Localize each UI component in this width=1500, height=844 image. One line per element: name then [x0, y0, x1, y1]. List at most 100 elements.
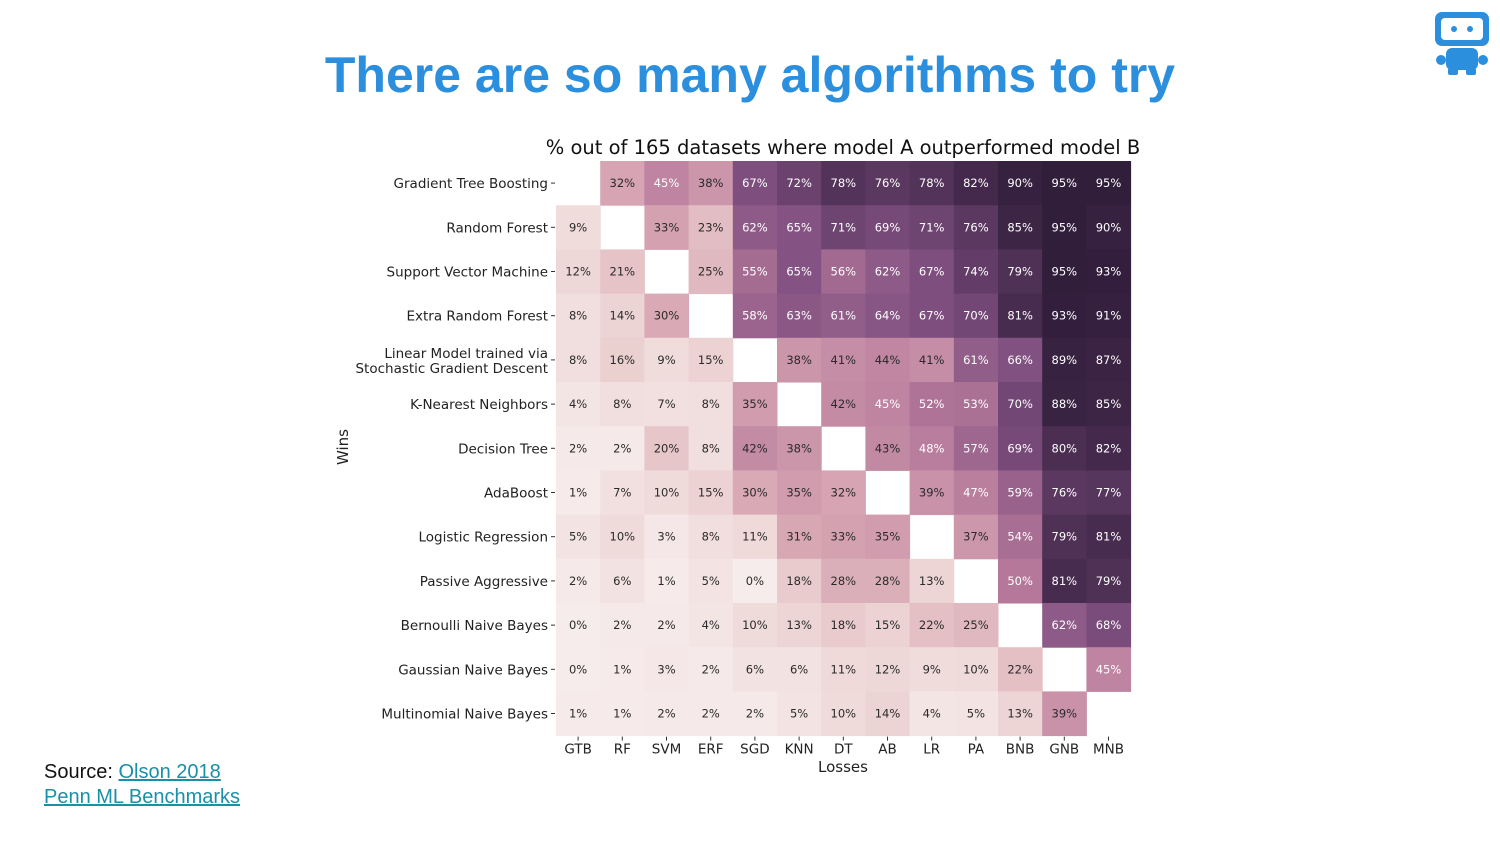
- heatmap-cell: [1042, 382, 1087, 427]
- row-label: Bernoulli Naive Bayes: [401, 618, 548, 634]
- cell-value-label: 41%: [831, 353, 857, 367]
- heatmap-cell: [865, 205, 911, 250]
- cell-value-label: 70%: [963, 309, 989, 323]
- heatmap-cell: [865, 691, 911, 737]
- column-labels: GTB RF SVM ERF SGD KNN DT AB LR PA BNB GNB MNB: [564, 736, 1124, 758]
- column-label: AB: [878, 742, 897, 758]
- row-label: Gaussian Naive Bayes: [398, 662, 548, 678]
- heatmap-cell: [953, 647, 999, 692]
- heatmap-cell: [732, 691, 778, 737]
- robot-icon: [1435, 12, 1489, 75]
- row-label: Gradient Tree Boosting: [394, 176, 548, 192]
- cell-value-label: 3%: [657, 530, 675, 544]
- heatmap-cell: [688, 161, 734, 206]
- heatmap-cell: [556, 293, 601, 339]
- heatmap-cell: [688, 337, 734, 383]
- heatmap-cell: [953, 691, 999, 737]
- heatmap-cell: [600, 293, 645, 339]
- row-label: Extra Random Forest: [406, 309, 548, 325]
- heatmap-cell: [600, 470, 645, 516]
- cell-value-label: 2%: [613, 618, 631, 632]
- cell-value-label: 35%: [742, 397, 768, 411]
- heatmap-cell: [732, 470, 778, 516]
- cell-value-label: 18%: [786, 574, 812, 588]
- heatmap-cell: [865, 249, 911, 295]
- heatmap-cell: [732, 558, 778, 604]
- cell-value-label: 47%: [963, 486, 989, 500]
- cell-value-label: 10%: [654, 486, 680, 500]
- heatmap-cell: [998, 382, 1043, 427]
- heatmap-cell: [732, 426, 778, 471]
- cell-value-label: 44%: [875, 353, 901, 367]
- cell-value-label: 31%: [786, 530, 812, 544]
- heatmap-cell: [909, 470, 955, 516]
- heatmap-cell: [600, 647, 645, 692]
- cell-value-label: 37%: [963, 530, 989, 544]
- heatmap-cell: [1042, 558, 1087, 604]
- cell-value-label: 53%: [963, 397, 989, 411]
- source-link-pmlb[interactable]: Penn ML Benchmarks: [44, 786, 241, 808]
- cell-value-label: 91%: [1096, 309, 1122, 323]
- source-prefix: Source:: [44, 761, 119, 783]
- cell-value-label: 39%: [919, 486, 945, 500]
- cell-value-label: 2%: [613, 441, 631, 455]
- heatmap-cell: [644, 337, 690, 383]
- heatmap-cell: [998, 293, 1043, 339]
- cell-value-label: 43%: [875, 441, 901, 455]
- heatmap-cell: [953, 382, 999, 427]
- heatmap-cell: [865, 558, 911, 604]
- cell-value-label: 14%: [875, 707, 901, 721]
- cell-value-label: 88%: [1052, 397, 1078, 411]
- heatmap-cell: [1086, 603, 1132, 648]
- cell-value-label: 3%: [657, 662, 675, 676]
- heatmap-cell: [688, 647, 734, 692]
- heatmap-cell: [600, 691, 645, 737]
- cell-value-label: 71%: [831, 220, 857, 234]
- row-label: Random Forest: [446, 220, 548, 236]
- column-label: GNB: [1049, 742, 1079, 758]
- heatmap-cell: [909, 603, 955, 648]
- heatmap-cell: [909, 426, 955, 471]
- cell-value-label: 85%: [1007, 220, 1033, 234]
- cell-value-label: 48%: [919, 441, 945, 455]
- column-label: SGD: [740, 742, 769, 758]
- heatmap-cell: [732, 293, 778, 339]
- cell-value-label: 21%: [610, 265, 636, 279]
- source-link-olson[interactable]: Olson 2018: [118, 761, 221, 783]
- heatmap-cell: [777, 205, 822, 250]
- cell-value-label: 69%: [875, 220, 901, 234]
- cell-value-label: 42%: [742, 441, 768, 455]
- cell-value-label: 20%: [654, 441, 680, 455]
- cell-value-label: 62%: [875, 265, 901, 279]
- cell-value-label: 10%: [742, 618, 768, 632]
- cell-value-label: 1%: [569, 707, 587, 721]
- cell-value-label: 2%: [657, 707, 675, 721]
- cell-value-label: 45%: [654, 176, 680, 190]
- heatmap-cell: [688, 205, 734, 250]
- heatmap-cell: [1042, 337, 1087, 383]
- cell-value-label: 11%: [742, 530, 768, 544]
- cell-value-label: 79%: [1007, 265, 1033, 279]
- heatmap-cell: [865, 382, 911, 427]
- cell-value-label: 35%: [786, 486, 812, 500]
- cell-value-label: 22%: [1007, 662, 1033, 676]
- heatmap-cell: [600, 161, 645, 206]
- heatmap-cell: [556, 603, 601, 648]
- heatmap-cell: [688, 558, 734, 604]
- cell-value-label: 10%: [963, 662, 989, 676]
- heatmap-cell: [909, 249, 955, 295]
- cell-value-label: 79%: [1096, 574, 1122, 588]
- cell-value-label: 45%: [1096, 662, 1122, 676]
- heatmap-cell: [821, 558, 866, 604]
- heatmap-cell: [998, 647, 1043, 692]
- cell-value-label: 8%: [702, 441, 720, 455]
- heatmap-cell: [556, 205, 601, 250]
- heatmap-cell: [777, 514, 822, 560]
- cell-value-label: 23%: [698, 220, 724, 234]
- heatmap-cell: [600, 426, 645, 471]
- heatmap-cell: [909, 293, 955, 339]
- cell-value-label: 0%: [569, 618, 587, 632]
- cell-value-label: 55%: [742, 265, 768, 279]
- cell-value-label: 67%: [919, 309, 945, 323]
- cell-value-label: 6%: [746, 662, 764, 676]
